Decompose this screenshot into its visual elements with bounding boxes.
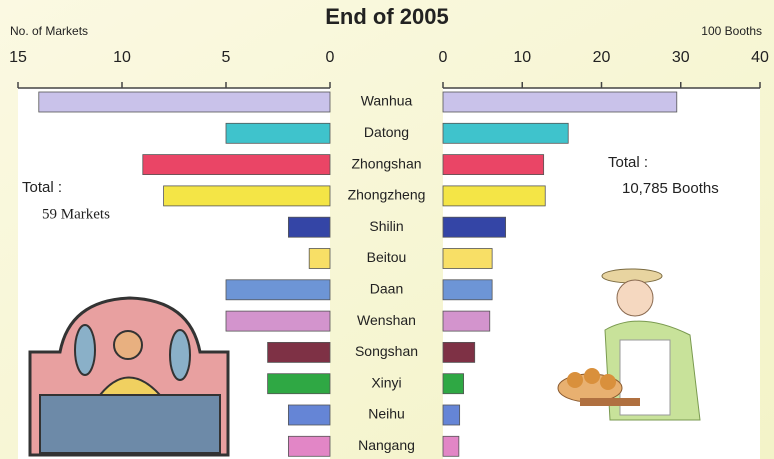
annotation: 59 Markets [42, 206, 110, 222]
category-label: Beitou [367, 249, 407, 265]
bar [443, 92, 677, 112]
left-axis-label: No. of Markets [10, 24, 88, 38]
bar [443, 217, 506, 237]
bar [443, 123, 568, 143]
bar [288, 436, 330, 456]
bar [39, 92, 330, 112]
bar [164, 186, 330, 206]
x-tick-label: 0 [439, 49, 448, 66]
x-tick-label: 10 [513, 49, 531, 66]
bar [226, 280, 330, 300]
bar [309, 249, 330, 269]
x-tick-label: 10 [113, 49, 131, 66]
category-label: Daan [370, 281, 403, 297]
annotation: Total : [22, 179, 62, 196]
chart-title: End of 2005 [325, 4, 448, 29]
x-tick-label: 5 [222, 49, 231, 66]
bar [288, 405, 330, 425]
category-label: Wenshan [357, 312, 416, 328]
bar [443, 155, 544, 175]
bar [288, 217, 330, 237]
bar [443, 374, 464, 394]
bar [226, 311, 330, 331]
bar [143, 155, 330, 175]
annotation: Total : [608, 154, 648, 171]
bar [226, 123, 330, 143]
category-label: Shilin [369, 218, 403, 234]
bar [443, 405, 460, 425]
category-label: Neihu [368, 406, 405, 422]
x-tick-label: 40 [751, 49, 769, 66]
category-label: Wanhua [361, 93, 413, 109]
x-tick-label: 30 [672, 49, 690, 66]
category-label: Xinyi [371, 374, 401, 390]
bar [443, 311, 490, 331]
category-label: Zhongzheng [348, 187, 426, 203]
category-label: Zhongshan [351, 155, 421, 171]
bar [443, 186, 545, 206]
x-tick-label: 20 [593, 49, 611, 66]
category-label: Songshan [355, 343, 418, 359]
bar [443, 436, 459, 456]
category-label: Datong [364, 124, 409, 140]
x-tick-label: 0 [326, 49, 335, 66]
annotation: 10,785 Booths [622, 180, 719, 197]
x-tick-label: 15 [9, 49, 27, 66]
right-axis-label: 100 Booths [701, 24, 762, 38]
category-label: Nangang [358, 437, 415, 453]
bar [268, 342, 330, 362]
bar [443, 249, 492, 269]
bar [443, 280, 492, 300]
chart: End of 2005 No. of Markets 100 Booths To… [0, 0, 774, 459]
bar [443, 342, 475, 362]
bar [268, 374, 330, 394]
